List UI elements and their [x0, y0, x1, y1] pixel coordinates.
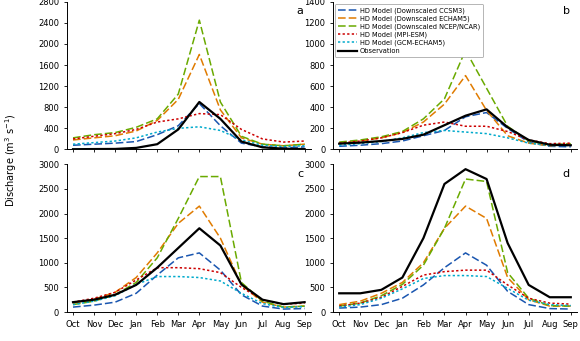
Legend: HD Model (Downscaled CCSM3), HD Model (Downscaled ECHAM5), HD Model (Downscaled : HD Model (Downscaled CCSM3), HD Model (D… [335, 4, 483, 57]
Text: d: d [563, 169, 570, 179]
Text: Discharge (m$^3$ s$^{-1}$): Discharge (m$^3$ s$^{-1}$) [3, 114, 19, 207]
Text: b: b [563, 6, 570, 16]
Text: c: c [298, 169, 303, 179]
Text: a: a [297, 6, 303, 16]
